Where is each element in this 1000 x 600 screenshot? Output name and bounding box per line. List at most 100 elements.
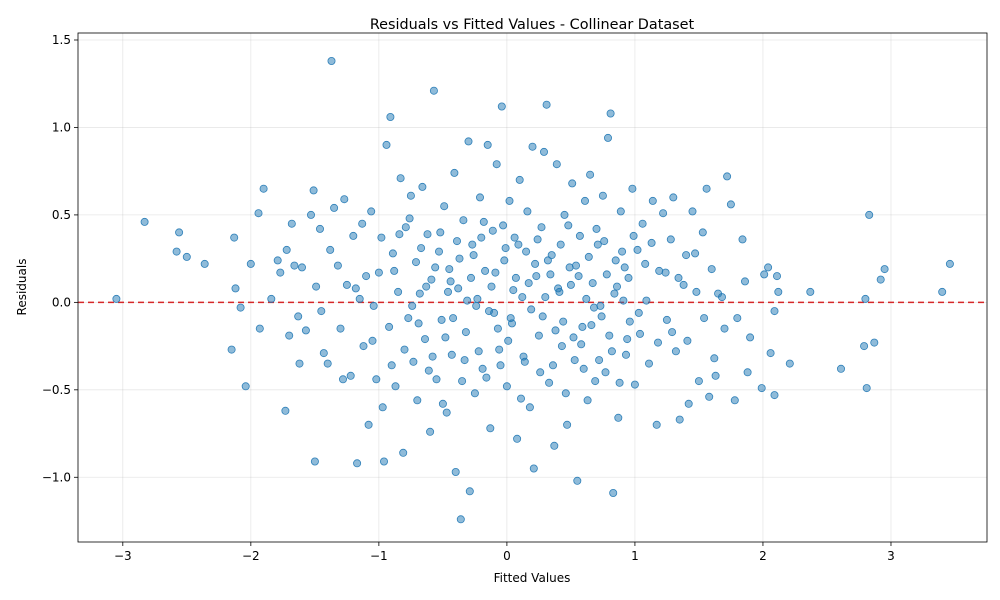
scatter-point bbox=[415, 289, 424, 298]
scatter-point bbox=[692, 287, 701, 296]
scatter-point bbox=[362, 272, 371, 281]
scatter-point bbox=[870, 338, 879, 347]
scatter-point bbox=[720, 324, 729, 333]
grid bbox=[78, 33, 987, 542]
scatter-point bbox=[469, 251, 478, 260]
scatter-point bbox=[500, 256, 509, 265]
scatter-point bbox=[230, 233, 239, 242]
scatter-point bbox=[543, 256, 552, 265]
scatter-point bbox=[770, 307, 779, 316]
scatter-point bbox=[584, 252, 593, 261]
x-axis-label: Fitted Values bbox=[494, 571, 571, 585]
x-tick-label: 1 bbox=[631, 549, 639, 563]
scatter-point bbox=[385, 322, 394, 331]
scatter-point bbox=[578, 322, 587, 331]
scatter-point bbox=[619, 296, 628, 305]
scatter-point bbox=[675, 415, 684, 424]
scatter-point bbox=[662, 315, 671, 324]
scatter-point bbox=[547, 251, 556, 260]
scatter-point bbox=[445, 265, 454, 274]
scatter-point bbox=[255, 324, 264, 333]
scatter-point bbox=[614, 413, 623, 422]
scatter-point bbox=[461, 328, 470, 337]
scatter-point bbox=[583, 396, 592, 405]
scatter-point bbox=[511, 273, 520, 282]
scatter-point bbox=[290, 261, 299, 270]
scatter-point bbox=[522, 247, 531, 256]
scatter-point bbox=[460, 356, 469, 365]
scatter-point bbox=[588, 279, 597, 288]
scatter-point bbox=[446, 277, 455, 286]
scatter-point bbox=[785, 359, 794, 368]
scatter-point bbox=[246, 259, 255, 268]
scatter-point bbox=[620, 263, 629, 272]
scatter-point bbox=[528, 142, 537, 151]
scatter-point bbox=[587, 321, 596, 330]
plot-frame bbox=[77, 32, 988, 543]
scatter-point bbox=[509, 286, 518, 295]
scatter-point bbox=[738, 235, 747, 244]
scatter-point bbox=[367, 207, 376, 216]
scatter-point bbox=[276, 268, 285, 277]
scatter-point bbox=[694, 377, 703, 386]
scatter-point bbox=[542, 100, 551, 109]
scatter-point bbox=[495, 345, 504, 354]
scatter-point bbox=[691, 249, 700, 258]
x-axis-ticks: −3 −2 −1 0 1 2 3 bbox=[114, 542, 895, 563]
scatter-point bbox=[572, 261, 581, 270]
scatter-point bbox=[773, 272, 782, 281]
scatter-point bbox=[395, 230, 404, 239]
scatter-point bbox=[401, 223, 410, 232]
scatter-point bbox=[404, 314, 413, 323]
scatter-point bbox=[705, 392, 714, 401]
scatter-point bbox=[140, 217, 149, 226]
scatter-point bbox=[545, 378, 554, 387]
scatter-point bbox=[519, 352, 528, 361]
scatter-point bbox=[455, 254, 464, 263]
scatter-point bbox=[760, 270, 769, 279]
scatter-point bbox=[379, 457, 388, 466]
scatter-point bbox=[227, 345, 236, 354]
scatter-point bbox=[554, 284, 563, 293]
scatter-point bbox=[241, 382, 250, 391]
scatter-point bbox=[409, 357, 418, 366]
scatter-point bbox=[597, 312, 606, 321]
scatter-point bbox=[625, 317, 634, 326]
scatter-point bbox=[537, 223, 546, 232]
scatter-point bbox=[610, 289, 619, 298]
scatter-point bbox=[616, 207, 625, 216]
scatter-point bbox=[700, 314, 709, 323]
scatter-point bbox=[615, 378, 624, 387]
scatter-point bbox=[595, 356, 604, 365]
scatter-point bbox=[574, 272, 583, 281]
scatter-point bbox=[642, 296, 651, 305]
scatter-point bbox=[774, 287, 783, 296]
scatter-point bbox=[342, 280, 351, 289]
scatter-point bbox=[623, 335, 632, 344]
scatter-point bbox=[602, 270, 611, 279]
scatter-point bbox=[259, 184, 268, 193]
scatter-point bbox=[319, 349, 328, 358]
scatter-point bbox=[434, 247, 443, 256]
scatter-point bbox=[358, 219, 367, 228]
scatter-point bbox=[638, 219, 647, 228]
scatter-point bbox=[424, 366, 433, 375]
scatter-point bbox=[112, 294, 121, 303]
scatter-point bbox=[482, 373, 491, 382]
scatter-point bbox=[442, 408, 451, 417]
scatter-point bbox=[666, 235, 675, 244]
scatter-point bbox=[449, 314, 458, 323]
scatter-point bbox=[443, 287, 452, 296]
y-tick-label: −0.5 bbox=[42, 383, 71, 397]
scatter-point bbox=[420, 335, 429, 344]
scatter-point bbox=[505, 196, 514, 205]
scatter-point bbox=[552, 160, 561, 169]
scatter-point bbox=[378, 403, 387, 412]
scatter-point bbox=[488, 226, 497, 235]
scatter-point bbox=[499, 221, 508, 230]
scatter-point bbox=[630, 380, 639, 389]
scatter-point bbox=[282, 245, 291, 254]
scatter-point bbox=[473, 294, 482, 303]
scatter-point bbox=[465, 487, 474, 496]
scatter-point bbox=[464, 137, 473, 146]
